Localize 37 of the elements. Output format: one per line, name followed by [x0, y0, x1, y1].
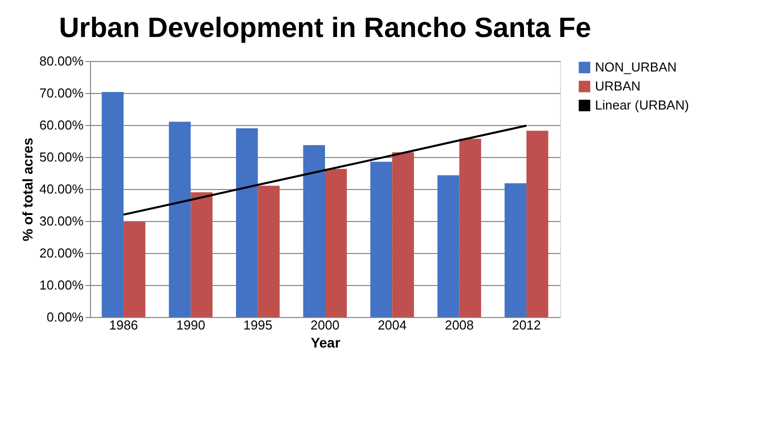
line-series	[122, 124, 528, 216]
x-tick-label: 2000	[310, 318, 340, 332]
bar	[168, 122, 191, 317]
y-tick-label: 30.00%	[39, 214, 84, 228]
y-tick-label: 0.00%	[46, 310, 84, 324]
y-tick-label: 60.00%	[39, 118, 84, 132]
bar	[325, 168, 347, 317]
legend-label: NON_URBAN	[595, 60, 677, 74]
bar	[504, 183, 526, 317]
x-tick-label: 2004	[378, 318, 407, 332]
bar	[392, 152, 414, 317]
legend-label: URBAN	[595, 78, 641, 94]
y-tick-label: 50.00%	[39, 150, 84, 164]
chart-title: Urban Development in Rancho Santa Fe	[58, 12, 592, 43]
bar	[190, 192, 213, 317]
y-tick-label: 70.00%	[39, 86, 84, 100]
y-tick-label: 20.00%	[39, 246, 84, 260]
bar	[303, 145, 325, 317]
y-axis-title: % of total acres	[19, 138, 36, 242]
y-tick-label: 40.00%	[39, 182, 84, 196]
y-tick-label: 10.00%	[39, 278, 84, 292]
bar	[102, 92, 124, 317]
x-tick-label: 2012	[512, 318, 541, 332]
x-tick-label: 1995	[243, 318, 272, 332]
bar	[370, 162, 392, 317]
bar	[236, 128, 258, 317]
x-axis-title: Year	[310, 334, 341, 350]
bar	[526, 130, 548, 317]
bar	[459, 138, 482, 317]
y-tick-label: 80.00%	[39, 54, 84, 68]
x-tick-label: 2008	[444, 318, 474, 332]
x-tick-label: 1986	[109, 318, 138, 332]
x-tick-label: 1990	[176, 318, 206, 332]
bar	[124, 222, 146, 317]
bar	[258, 186, 280, 317]
legend-label: Linear (URBAN)	[595, 98, 689, 112]
bar	[437, 175, 460, 317]
